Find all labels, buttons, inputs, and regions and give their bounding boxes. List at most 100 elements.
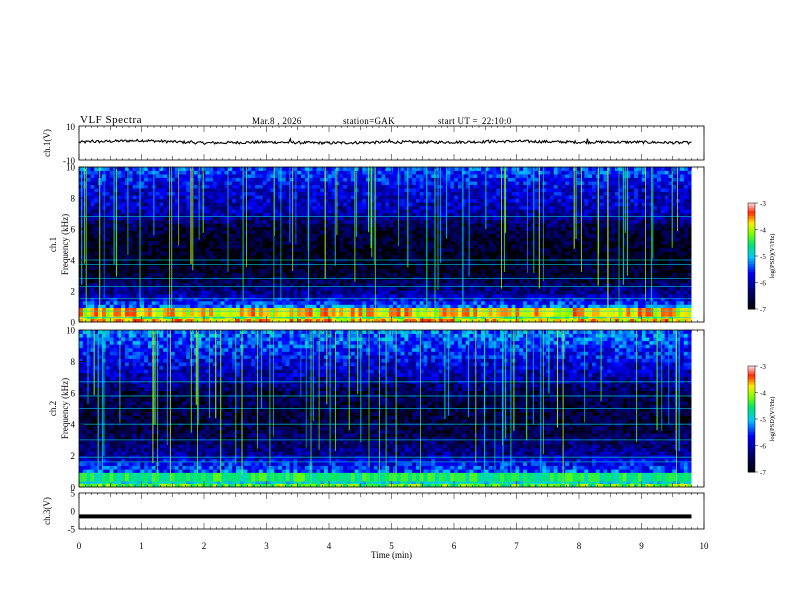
ch1-spec-cell [235,212,241,217]
ch1-spec-cell [301,244,306,249]
ch1-spec-cell [346,276,352,281]
ch1-spec-cell [496,314,501,319]
ch1-spec-cell [144,293,149,298]
ch1-spec-cell [155,286,160,291]
ch1-spec-cell [412,198,417,203]
ch1-spec-cell [683,300,689,305]
ch1-spec-cell [637,286,643,291]
ch1-spec-cell [492,283,497,288]
ch1-spec-cell [366,258,371,263]
ch1-spec-cell [186,226,191,231]
ch1-spec-cell [193,290,199,295]
ch1-spec-cell [412,216,417,221]
ch1-spec-cell [144,219,149,224]
ch1-spec-cell [373,216,378,221]
ch1-spec-cell [232,233,237,238]
ch1-spec-cell [680,286,685,291]
ch1-spec-cell [182,290,187,295]
ch1-spec-cell [331,318,336,323]
ch1-spec-cell [607,216,612,221]
ch1-spec-cell [546,283,551,288]
ch1-spec-cell [270,248,275,252]
ch1-spec-cell [557,209,562,214]
ch1-spec-cell [339,223,344,228]
ch1-spec-cell [147,279,153,284]
ch1-spec-cell [400,209,405,214]
ch1-spec-cell [105,318,111,323]
ch1-spec-cell [197,255,202,259]
ch1-spec-cell [641,258,646,263]
ch1-spec-cell [144,209,149,214]
ch1-spec-cell [147,212,153,217]
ch1-spec-cell [159,304,164,309]
ch1-spec-cell [220,290,225,295]
ch1-spec-cell [285,198,290,203]
ch1-spec-cell [346,290,352,295]
ch1-spec-cell [281,212,287,217]
ch1-spec-cell [503,216,509,221]
ch1-spec-cell [488,240,493,245]
ch1-spec-cell [565,251,570,256]
ch1-spec-cell [98,205,103,210]
ch1-spec-cell [657,283,662,288]
ch1-spec-cell [515,300,520,305]
ch1-spec-cell [523,209,528,214]
ch1-spec-cell [473,202,478,207]
ch1-spec-cell [209,290,214,295]
ch1-spec-cell [488,237,493,242]
ch1-spec-cell [446,272,451,277]
ch1-spec-cell [82,195,88,200]
ch1-spec-cell [450,265,455,270]
ch1-spec-cell [304,223,310,228]
ch1-spec-cell [645,205,650,210]
ch1-spec-cell [121,202,126,207]
ch1-spec-cell [473,286,478,291]
ch1-spec-cell [224,198,229,203]
ch1-spec-cell [572,205,578,210]
ch1-spec-cell [680,205,685,210]
ch1-spec-cell [232,219,237,224]
ch1-spec-cell [262,272,267,277]
ch1-spec-cell [526,216,532,221]
ch1-spec-cell [343,198,348,203]
ch1-spec-cell [423,233,428,238]
ch1-spec-cell [98,209,103,214]
ch1-spec-cell [450,209,455,214]
ch1-spec-cell [369,286,375,291]
ch1-spec-cell [339,226,344,231]
ch1-spec-cell [109,219,114,224]
ch1-spec-cell [343,269,348,274]
ch1-spec-cell [335,283,340,288]
ch1-spec-cell [90,244,95,249]
ch1-spec-cell [588,279,593,284]
ch1-spec-cell [523,202,528,207]
ch1-spec-cell [86,198,91,203]
ch1-spec-cell [281,276,287,281]
ch1-spec-cell [117,255,122,259]
ch1-spec-cell [251,300,256,305]
ch1-spec-cell [258,233,264,238]
ch1-spec-cell [247,276,252,281]
ch1-spec-cell [645,276,650,281]
ch1-spec-cell [511,318,516,323]
ch1-spec-cell [496,276,501,281]
ch1-spec-cell [304,248,310,252]
ch1-spec-cell [549,272,555,277]
ch1-spec-cell [220,223,225,228]
ch1-spec-cell [193,269,199,274]
ch1-spec-cell [461,202,467,207]
ch1-spec-cell [687,304,692,309]
ch1-spec-cell [584,265,589,270]
ch1-spec-cell [546,297,551,302]
ch1-spec-cell [438,202,444,207]
ch1-spec-cell [178,272,183,277]
ch1-spec-cell [634,244,639,249]
ch1-spec-cell [599,219,604,224]
ch1-spec-cell [159,290,164,295]
ch1-spec-cell [228,244,233,249]
ch1-spec-cell [308,240,313,245]
ch1-spec-cell [480,248,486,252]
ch1-spec-cell [358,255,363,259]
ch1-spec-cell [415,283,421,288]
ch1-spec-cell [446,265,451,270]
